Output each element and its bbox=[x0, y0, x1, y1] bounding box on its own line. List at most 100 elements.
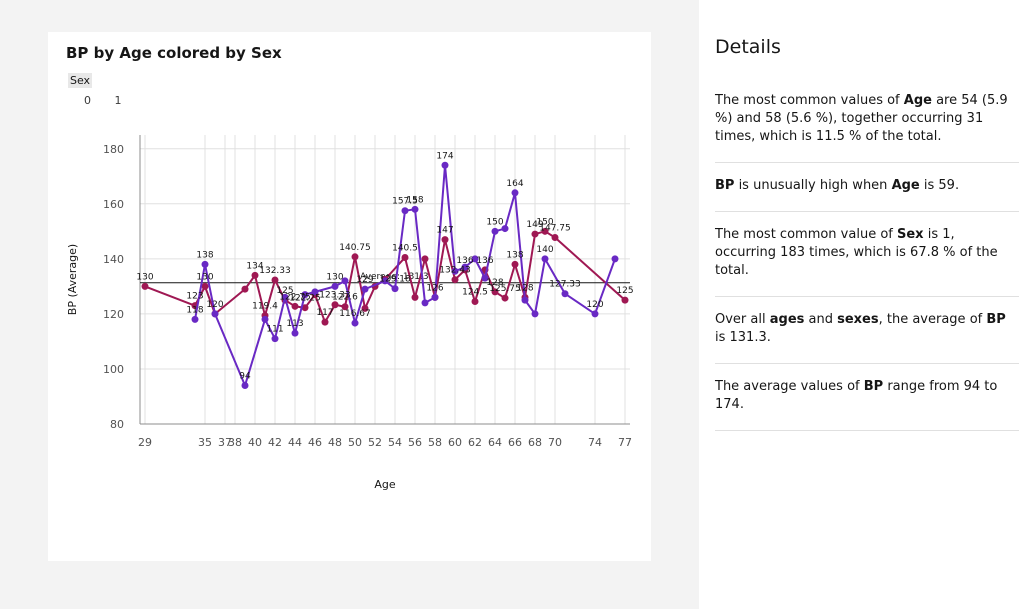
x-tick-label: 46 bbox=[308, 436, 322, 449]
data-label: 150 bbox=[536, 217, 553, 227]
insight-item: Over all ages and sexes, the average of … bbox=[715, 297, 1019, 364]
data-point bbox=[211, 310, 219, 318]
data-point bbox=[591, 310, 599, 318]
x-tick-label: 42 bbox=[268, 436, 282, 449]
data-label: 125 bbox=[616, 286, 633, 296]
insight-item: The average values of BP range from 94 t… bbox=[715, 364, 1019, 431]
data-point bbox=[301, 304, 309, 312]
x-tick-label: 52 bbox=[368, 436, 382, 449]
y-tick-label: 100 bbox=[103, 363, 124, 376]
data-point bbox=[361, 304, 369, 312]
data-label: 130 bbox=[326, 272, 343, 282]
data-label: 134 bbox=[246, 261, 263, 271]
data-point bbox=[401, 253, 409, 261]
x-tick-label: 70 bbox=[548, 436, 562, 449]
data-label: 122.75 bbox=[279, 292, 311, 302]
insight-text: Over all bbox=[715, 312, 770, 327]
insight-item: BP is unusually high when Age is 59. bbox=[715, 163, 1019, 212]
data-point bbox=[471, 255, 479, 263]
y-tick-label: 140 bbox=[103, 253, 124, 266]
x-tick-label: 64 bbox=[488, 436, 502, 449]
x-tick-label: 56 bbox=[408, 436, 422, 449]
insight-keyword: ages bbox=[769, 312, 805, 327]
legend-title[interactable]: Sex bbox=[68, 73, 93, 88]
data-point bbox=[351, 319, 359, 327]
x-tick-label: 29 bbox=[138, 436, 152, 449]
data-label: 138 bbox=[196, 250, 213, 260]
legend-item-0[interactable]: 0 bbox=[84, 94, 91, 107]
data-point bbox=[471, 298, 479, 306]
data-point bbox=[541, 255, 549, 263]
series-layer bbox=[141, 161, 629, 389]
data-label: 128 bbox=[516, 283, 533, 293]
data-label: 123.33 bbox=[319, 291, 351, 301]
data-label: 140.75 bbox=[339, 243, 371, 253]
data-point bbox=[491, 288, 499, 296]
insight-keyword: BP bbox=[715, 178, 735, 193]
insight-text: is unusually high when bbox=[734, 178, 892, 193]
details-title: Details bbox=[715, 36, 781, 58]
data-label: 123 bbox=[186, 292, 203, 302]
details-panel: Details The most common values of Age ar… bbox=[699, 0, 1035, 609]
data-point bbox=[491, 227, 499, 235]
insight-keyword: Sex bbox=[897, 227, 924, 242]
data-point bbox=[381, 277, 389, 285]
data-label: 130 bbox=[136, 272, 153, 282]
data-label: 158 bbox=[406, 195, 423, 205]
data-point bbox=[541, 227, 549, 235]
insight-text: range from 94 to 174. bbox=[715, 379, 998, 412]
data-label: 136 bbox=[476, 256, 493, 266]
data-point bbox=[451, 267, 459, 275]
data-point bbox=[511, 189, 519, 197]
data-point bbox=[421, 299, 429, 307]
x-tick-label: 77 bbox=[618, 436, 632, 449]
x-tick-label: 48 bbox=[328, 436, 342, 449]
data-point bbox=[301, 291, 309, 299]
data-label: 136 bbox=[456, 256, 473, 266]
data-point bbox=[551, 234, 559, 242]
chart-card: BP by Age colored by Sex Sex 0 1 29 35 37 3… bbox=[48, 32, 651, 561]
data-point bbox=[291, 302, 299, 310]
y-axis-title: BP (Average) bbox=[66, 244, 79, 315]
data-label: 174 bbox=[436, 151, 453, 161]
insight-text: , the average of bbox=[878, 312, 987, 327]
data-point bbox=[481, 274, 489, 282]
insight-keyword: Age bbox=[903, 93, 932, 108]
data-labels: 130123130120134119.4132.33125122.75122.2… bbox=[136, 151, 633, 381]
data-point bbox=[351, 253, 359, 261]
data-label: 116.67 bbox=[339, 309, 371, 319]
data-label: 122.6 bbox=[332, 293, 358, 303]
data-point bbox=[331, 282, 339, 290]
data-point bbox=[241, 381, 249, 389]
data-point bbox=[291, 329, 299, 337]
x-tick-label: 40 bbox=[248, 436, 262, 449]
data-point bbox=[201, 282, 209, 290]
data-point bbox=[531, 310, 539, 318]
data-label: 126 bbox=[426, 283, 443, 293]
data-label: 125.75 bbox=[489, 284, 521, 294]
data-point bbox=[341, 277, 349, 285]
insight-text: are 54 (5.9 %) and 58 (5.6 %), together … bbox=[715, 93, 1008, 144]
data-label: 132.33 bbox=[259, 266, 291, 276]
x-tick-label: 50 bbox=[348, 436, 362, 449]
data-point bbox=[141, 282, 149, 290]
data-point bbox=[411, 293, 419, 301]
insight-text: is 59. bbox=[919, 178, 960, 193]
insight-text: The most common values of bbox=[715, 93, 904, 108]
data-label: 164 bbox=[506, 179, 523, 189]
data-label: 111 bbox=[266, 325, 283, 335]
data-point bbox=[311, 288, 319, 296]
data-label: 127.33 bbox=[549, 280, 581, 290]
data-label: 129.18 bbox=[379, 275, 411, 285]
data-point bbox=[331, 301, 339, 309]
data-label: 128 bbox=[486, 278, 503, 288]
data-point bbox=[441, 161, 449, 169]
insight-text: is 131.3. bbox=[715, 330, 771, 345]
insight-text: and bbox=[804, 312, 838, 327]
legend-item-1[interactable]: 1 bbox=[114, 94, 122, 107]
data-label: 117 bbox=[316, 308, 333, 318]
data-point bbox=[531, 230, 539, 238]
data-label: 157.5 bbox=[392, 197, 418, 207]
x-tick-label: 38 bbox=[228, 436, 242, 449]
